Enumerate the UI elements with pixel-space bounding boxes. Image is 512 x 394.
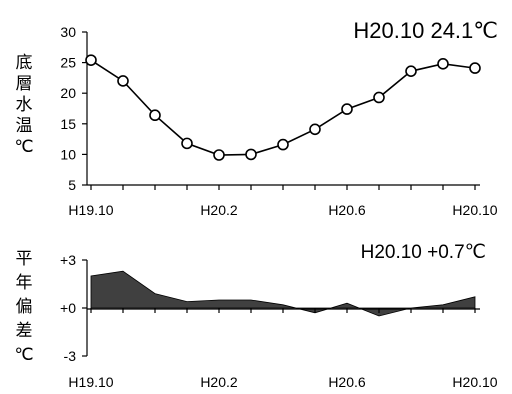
temperature-point xyxy=(405,65,417,77)
anomaly-x-tick-label: H19.10 xyxy=(68,374,113,390)
temperature-y-tick-label: 30 xyxy=(60,24,76,40)
temperature-ylabel-char: ℃ xyxy=(14,137,33,156)
temperature-point xyxy=(245,148,257,161)
temperature-ylabel-char: 水 xyxy=(16,95,33,114)
temperature-point xyxy=(277,138,289,151)
anomaly-annotation: H20.10 +0.7℃ xyxy=(361,242,486,263)
temperature-point xyxy=(437,58,449,70)
temperature-ylabel-char: 温 xyxy=(16,116,33,135)
temperature-x-tick-label: H19.10 xyxy=(68,202,113,218)
temperature-y-tick-label: 20 xyxy=(60,85,76,101)
temperature-x-tick-label: H20.10 xyxy=(452,202,497,218)
temperature-point xyxy=(85,54,97,66)
temperature-point xyxy=(149,109,161,122)
anomaly-ylabel-char: 偏 xyxy=(16,297,33,316)
temperature-y-tick-label: 15 xyxy=(60,116,76,132)
temperature-y-tick-label: 10 xyxy=(60,146,76,162)
temperature-annotation: H20.10 24.1℃ xyxy=(353,18,498,43)
anomaly-ylabel-char: 平 xyxy=(16,249,33,268)
anomaly-y-tick-label: -3 xyxy=(64,348,77,364)
anomaly-x-tick-label: H20.2 xyxy=(200,374,238,390)
anomaly-x-tick-label: H20.6 xyxy=(328,374,366,390)
anomaly-ylabel-char: ℃ xyxy=(14,345,33,364)
temperature-y-tick-label: 5 xyxy=(68,177,76,193)
temperature-point xyxy=(117,75,129,87)
anomaly-ylabel-char: 差 xyxy=(16,321,33,340)
temperature-point xyxy=(181,137,193,150)
temperature-point xyxy=(373,91,385,104)
temperature-point xyxy=(213,149,225,161)
temperature-y-tick-label: 25 xyxy=(60,55,76,71)
anomaly-ylabel-char: 年 xyxy=(16,273,33,292)
temperature-ylabel-char: 底 xyxy=(16,53,33,72)
temperature-x-tick-label: H20.2 xyxy=(200,202,238,218)
temperature-ylabel-char: 層 xyxy=(16,74,33,93)
anomaly-y-tick-label: +3 xyxy=(60,252,76,268)
temperature-x-tick-label: H20.6 xyxy=(328,202,366,218)
anomaly-x-tick-label: H20.10 xyxy=(452,374,497,390)
anomaly-y-tick-label: +0 xyxy=(60,300,76,316)
temperature-point xyxy=(341,103,353,115)
temperature-point xyxy=(469,62,481,74)
temperature-point xyxy=(309,123,321,136)
